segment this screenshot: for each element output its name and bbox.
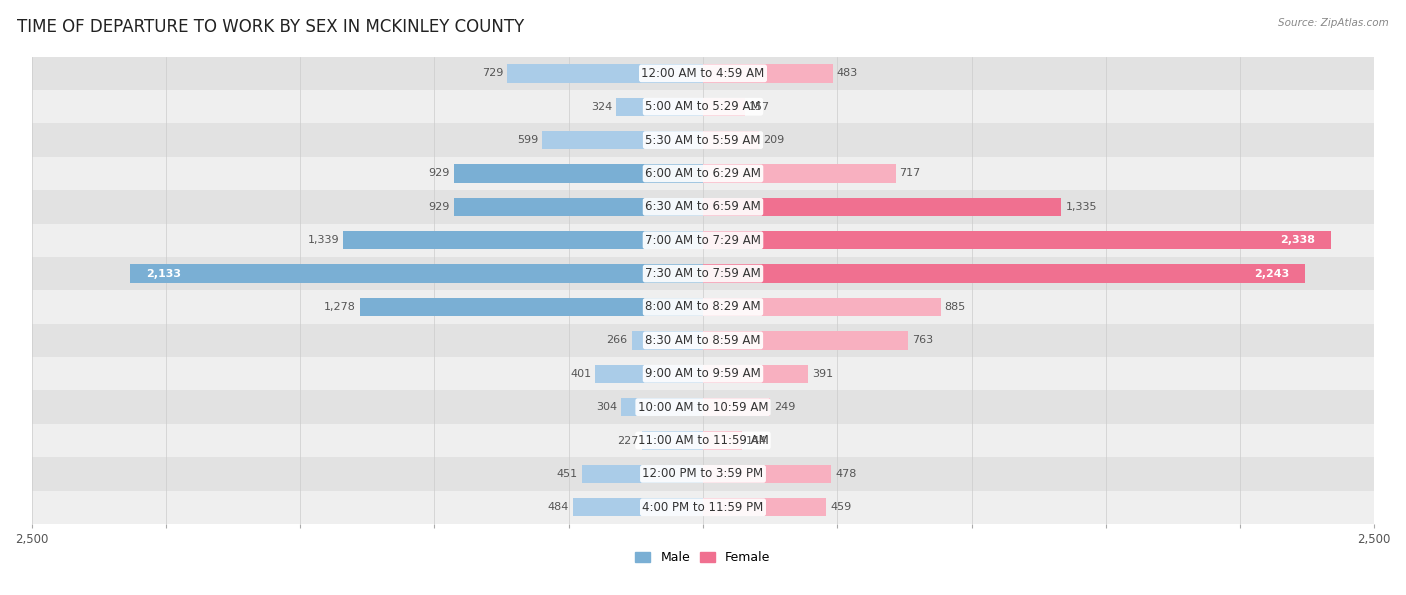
- Bar: [360, 298, 703, 316]
- Text: 929: 929: [429, 202, 450, 212]
- Text: 401: 401: [571, 369, 592, 379]
- Text: 5:30 AM to 5:59 AM: 5:30 AM to 5:59 AM: [645, 134, 761, 146]
- Text: 729: 729: [482, 68, 503, 79]
- Bar: [703, 365, 808, 383]
- Bar: [32, 390, 1374, 424]
- Text: 8:30 AM to 8:59 AM: 8:30 AM to 8:59 AM: [645, 334, 761, 347]
- Text: 6:30 AM to 6:59 AM: 6:30 AM to 6:59 AM: [645, 201, 761, 214]
- Bar: [508, 64, 703, 83]
- Text: 459: 459: [831, 502, 852, 512]
- Bar: [32, 424, 1374, 457]
- Bar: [703, 264, 1305, 283]
- Bar: [703, 298, 941, 316]
- Text: 478: 478: [835, 469, 856, 479]
- Bar: [574, 498, 703, 516]
- Bar: [454, 164, 703, 183]
- Bar: [703, 465, 831, 483]
- Text: 929: 929: [429, 168, 450, 178]
- Bar: [643, 431, 703, 450]
- Text: 2,338: 2,338: [1279, 235, 1315, 245]
- Text: 8:00 AM to 8:29 AM: 8:00 AM to 8:29 AM: [645, 300, 761, 314]
- Text: 483: 483: [837, 68, 858, 79]
- Bar: [32, 190, 1374, 224]
- Bar: [703, 198, 1062, 216]
- Bar: [32, 123, 1374, 157]
- Text: 599: 599: [517, 135, 538, 145]
- Text: 12:00 PM to 3:59 PM: 12:00 PM to 3:59 PM: [643, 468, 763, 480]
- Text: 7:00 AM to 7:29 AM: 7:00 AM to 7:29 AM: [645, 234, 761, 247]
- Bar: [621, 398, 703, 416]
- Text: 2,133: 2,133: [146, 268, 181, 278]
- Bar: [32, 257, 1374, 290]
- Text: 6:00 AM to 6:29 AM: 6:00 AM to 6:29 AM: [645, 167, 761, 180]
- Text: 144: 144: [745, 436, 766, 446]
- Text: 5:00 AM to 5:29 AM: 5:00 AM to 5:29 AM: [645, 100, 761, 113]
- Bar: [543, 131, 703, 149]
- Bar: [32, 290, 1374, 324]
- Bar: [703, 131, 759, 149]
- Text: 451: 451: [557, 469, 578, 479]
- Bar: [32, 457, 1374, 490]
- Bar: [703, 98, 745, 116]
- Bar: [616, 98, 703, 116]
- Bar: [582, 465, 703, 483]
- Text: 266: 266: [606, 336, 627, 345]
- Text: 391: 391: [813, 369, 834, 379]
- Text: 12:00 AM to 4:59 AM: 12:00 AM to 4:59 AM: [641, 67, 765, 80]
- Bar: [454, 198, 703, 216]
- Bar: [631, 331, 703, 349]
- Text: 10:00 AM to 10:59 AM: 10:00 AM to 10:59 AM: [638, 400, 768, 414]
- Bar: [32, 224, 1374, 257]
- Bar: [595, 365, 703, 383]
- Bar: [32, 490, 1374, 524]
- Bar: [32, 90, 1374, 123]
- Text: Source: ZipAtlas.com: Source: ZipAtlas.com: [1278, 18, 1389, 28]
- Text: 227: 227: [617, 436, 638, 446]
- Bar: [32, 157, 1374, 190]
- Text: 11:00 AM to 11:59 AM: 11:00 AM to 11:59 AM: [638, 434, 768, 447]
- Bar: [703, 64, 832, 83]
- Bar: [703, 164, 896, 183]
- Bar: [703, 398, 770, 416]
- Text: 484: 484: [547, 502, 569, 512]
- Text: 9:00 AM to 9:59 AM: 9:00 AM to 9:59 AM: [645, 367, 761, 380]
- Text: 885: 885: [945, 302, 966, 312]
- Text: 717: 717: [900, 168, 921, 178]
- Bar: [32, 324, 1374, 357]
- Text: 157: 157: [749, 102, 770, 112]
- Legend: Male, Female: Male, Female: [630, 546, 776, 569]
- Text: 4:00 PM to 11:59 PM: 4:00 PM to 11:59 PM: [643, 501, 763, 513]
- Bar: [131, 264, 703, 283]
- Bar: [32, 357, 1374, 390]
- Text: 1,278: 1,278: [323, 302, 356, 312]
- Text: 7:30 AM to 7:59 AM: 7:30 AM to 7:59 AM: [645, 267, 761, 280]
- Text: 1,335: 1,335: [1066, 202, 1097, 212]
- Text: 304: 304: [596, 402, 617, 412]
- Text: 324: 324: [591, 102, 612, 112]
- Text: 249: 249: [773, 402, 796, 412]
- Bar: [32, 57, 1374, 90]
- Text: TIME OF DEPARTURE TO WORK BY SEX IN MCKINLEY COUNTY: TIME OF DEPARTURE TO WORK BY SEX IN MCKI…: [17, 18, 524, 36]
- Bar: [703, 498, 827, 516]
- Bar: [343, 231, 703, 249]
- Text: 209: 209: [763, 135, 785, 145]
- Text: 1,339: 1,339: [308, 235, 339, 245]
- Text: 2,243: 2,243: [1254, 268, 1289, 278]
- Bar: [703, 331, 908, 349]
- Bar: [703, 431, 742, 450]
- Text: 763: 763: [912, 336, 934, 345]
- Bar: [703, 231, 1331, 249]
